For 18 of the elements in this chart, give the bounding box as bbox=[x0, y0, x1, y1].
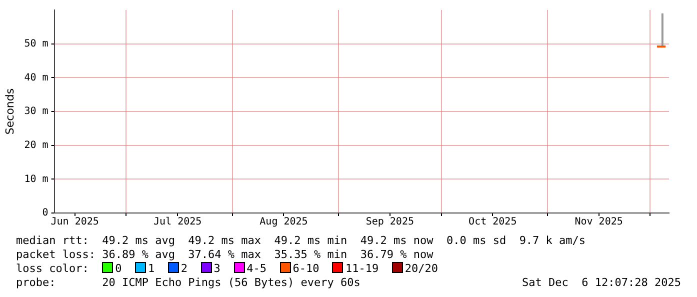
y-tick-label: 10 m bbox=[24, 174, 48, 185]
x-tick-label: Oct 2025 bbox=[468, 216, 517, 228]
y-tick-label: 50 m bbox=[24, 38, 48, 50]
text: packet loss: 36.89 % avg 37.64 % max 35.35 % min 36.79 % now bbox=[16, 248, 434, 262]
text: Sat Dec 6 12:07:28 2025 bbox=[522, 276, 681, 290]
x-tick-label: Jul 2025 bbox=[153, 216, 202, 228]
y-tick-label: 0 bbox=[42, 208, 48, 219]
x-tick-label: Nov 2025 bbox=[574, 216, 623, 228]
y-tick-label: 30 m bbox=[24, 106, 48, 118]
text: median rtt: 49.2 ms avg 49.2 ms max 49.2 ms min 49.2 ms now 0.0 ms sd 9.7 k am/s bbox=[16, 234, 586, 248]
y-tick-label: 40 m bbox=[24, 72, 48, 84]
text: probe: 20 ICMP Echo Pings (56 Bytes) every 60s bbox=[16, 276, 360, 290]
x-tick-label: Jun 2025 bbox=[50, 216, 99, 228]
x-tick-label: Sep 2025 bbox=[366, 216, 414, 228]
y-tick-label: 20 m bbox=[24, 140, 48, 151]
x-tick-label: Aug 2025 bbox=[260, 216, 308, 228]
y-axis-title: Seconds bbox=[3, 88, 16, 135]
text: loss color: 0 1 2 3 4-5 6-10 11-19 20/20 bbox=[16, 262, 438, 275]
